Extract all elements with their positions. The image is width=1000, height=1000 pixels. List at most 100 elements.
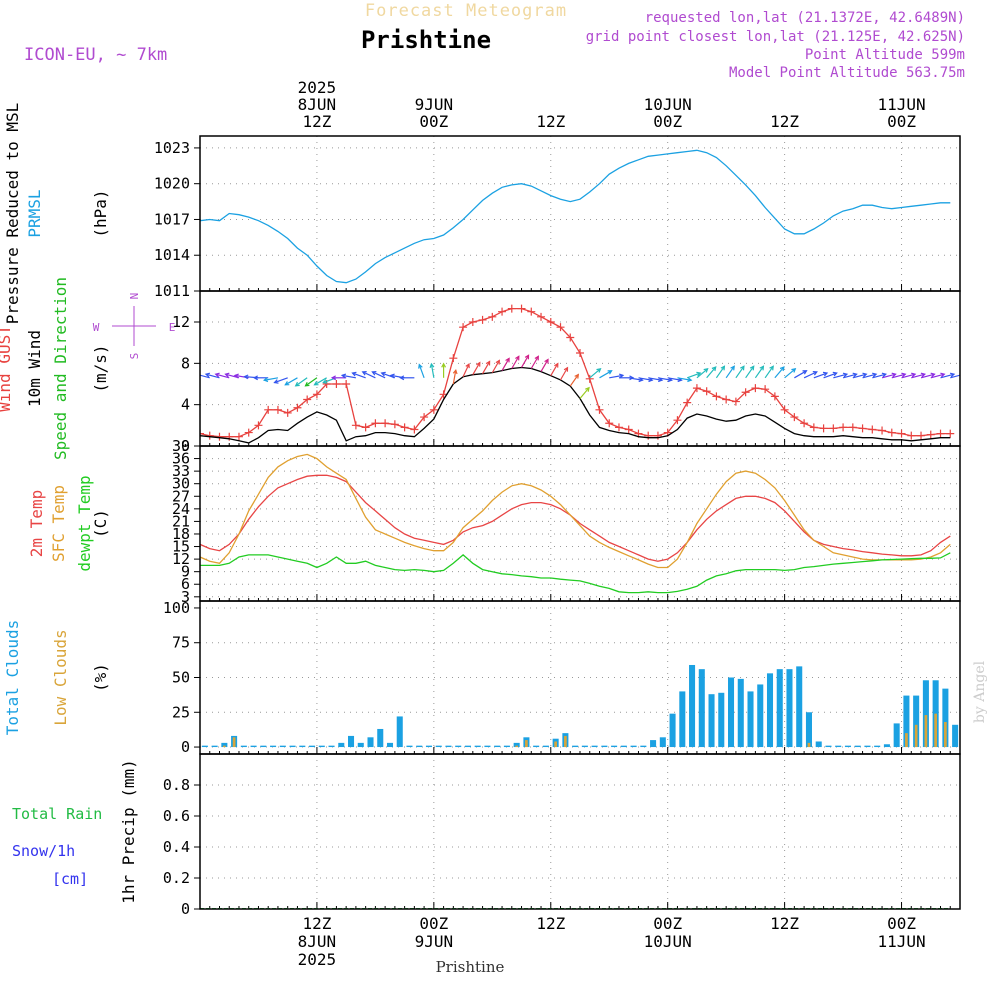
gust-marker: [722, 395, 731, 404]
y-tick-label: 12: [172, 550, 190, 568]
y-tick-label: 25: [172, 703, 190, 721]
panel-frame: [199, 135, 961, 292]
total-cloud-bar: [650, 740, 657, 748]
gust-marker: [907, 431, 916, 440]
gust-marker: [566, 333, 575, 342]
plot-area: [200, 453, 951, 594]
total-cloud-bar: [201, 745, 208, 748]
total-cloud-bar: [942, 688, 949, 748]
gust-marker: [819, 424, 828, 433]
wind-direction-arrow: [418, 364, 425, 379]
wind-direction-arrow: [706, 366, 717, 379]
y-axis-label: Speed and Direction: [51, 277, 70, 460]
y-axis-label: Total Clouds: [3, 620, 22, 736]
gust-marker: [839, 423, 848, 432]
wind-direction-arrow: [362, 371, 376, 379]
gust-marker: [673, 416, 682, 425]
y-tick-label: 1017: [154, 210, 190, 228]
y-tick-label: 0: [181, 900, 190, 918]
y-tick-label: 6: [181, 575, 190, 593]
low-cloud-bar: [934, 713, 937, 748]
wind-arrow-head: [452, 368, 458, 375]
wind-direction-arrow: [901, 373, 916, 379]
unit-label: (m/s): [91, 344, 110, 392]
wind-arrow-head: [862, 372, 868, 378]
wind-arrow-head: [252, 375, 258, 381]
wind-arrow-head: [730, 365, 735, 371]
gust-marker: [381, 419, 390, 428]
wind-arrow-head: [544, 358, 549, 364]
gust-marker: [585, 374, 594, 383]
total-cloud-bar: [835, 745, 842, 748]
gust-marker: [410, 425, 419, 434]
top-time-label: 12Z: [770, 112, 799, 131]
unit-label: (C): [91, 509, 110, 538]
top-time-label: 00Z: [653, 112, 682, 131]
y-tick-label: 100: [163, 599, 190, 617]
plot-area: [200, 149, 951, 284]
total-cloud-bar: [250, 745, 257, 748]
top-time-label: 12Z: [302, 112, 331, 131]
wind-arrow-head: [534, 355, 539, 361]
wind-direction-arrow: [872, 373, 886, 379]
wind-direction-arrow: [891, 373, 906, 379]
y-tick-label: 27: [172, 487, 190, 505]
total-cloud-bar: [572, 745, 579, 748]
gust-marker: [917, 431, 926, 440]
y-tick-label: 75: [172, 634, 190, 652]
gust-marker: [556, 323, 565, 332]
precip-legend-label: Snow/1h: [12, 842, 75, 860]
plot-area: [200, 304, 960, 444]
top-time-label: 10JUN: [644, 95, 692, 114]
wind-direction-arrow: [833, 373, 848, 379]
wind-direction-arrow: [725, 365, 735, 379]
wind-arrow-head: [399, 375, 405, 381]
gust-marker: [390, 420, 399, 429]
wind-arrow-head: [791, 367, 797, 373]
wind-arrow-head: [330, 375, 336, 381]
total-cloud-bar: [445, 745, 452, 748]
total-cloud-bar: [542, 745, 549, 748]
top-time-label: 11JUN: [877, 95, 925, 114]
total-cloud-bar: [630, 745, 637, 748]
gust-marker: [507, 304, 516, 313]
total-cloud-bar: [309, 745, 316, 748]
total-cloud-bar: [815, 741, 822, 748]
gust-marker: [595, 405, 604, 414]
wind-arrow-head: [769, 365, 774, 371]
y-axis-label: dewpt Temp: [75, 475, 94, 571]
y-tick-label: 0: [181, 437, 190, 455]
y-tick-label: 8: [181, 354, 190, 372]
wind-arrow-head: [802, 370, 808, 375]
wind-direction-arrow: [794, 370, 807, 379]
top-time-label: 00Z: [887, 112, 916, 131]
wind-arrow-head: [696, 371, 702, 377]
wind-direction-arrow: [754, 365, 764, 379]
y-tick-label: 1023: [154, 139, 190, 157]
wind-direction-arrow: [950, 374, 960, 379]
total-cloud-bar: [922, 680, 929, 748]
wind-direction-arrow: [667, 377, 682, 381]
panel-4: 0 0.2 0.4 0.6 0.8 Total Rain Snow/1h [cm] 1hr Pr…: [12, 753, 961, 918]
total-cloud-bar: [844, 745, 851, 748]
requested-coords: requested lon,lat (21.1372E, 42.6489N): [645, 10, 965, 26]
total-cloud-bar: [221, 742, 228, 748]
total-cloud-bar: [406, 745, 413, 748]
total-cloud-bar: [338, 742, 345, 748]
y-tick-label: 9: [181, 563, 190, 581]
unit-label: (hPa): [91, 189, 110, 237]
wind-arrow-head: [361, 371, 367, 376]
gust-marker: [234, 432, 243, 441]
gust-marker: [741, 388, 750, 397]
total-cloud-bar: [805, 712, 812, 748]
gust-marker: [614, 423, 623, 432]
bottom-time-label: 11JUN: [877, 932, 925, 951]
panel-3: 0 25 50 75 100 Total Clouds Low Clouds (%): [3, 599, 961, 756]
wind-arrow-head: [607, 370, 613, 375]
wind-direction-arrow: [774, 366, 785, 379]
gust-marker: [624, 425, 633, 434]
wind-arrow-head: [485, 360, 491, 366]
wind-arrow-head: [441, 362, 447, 368]
